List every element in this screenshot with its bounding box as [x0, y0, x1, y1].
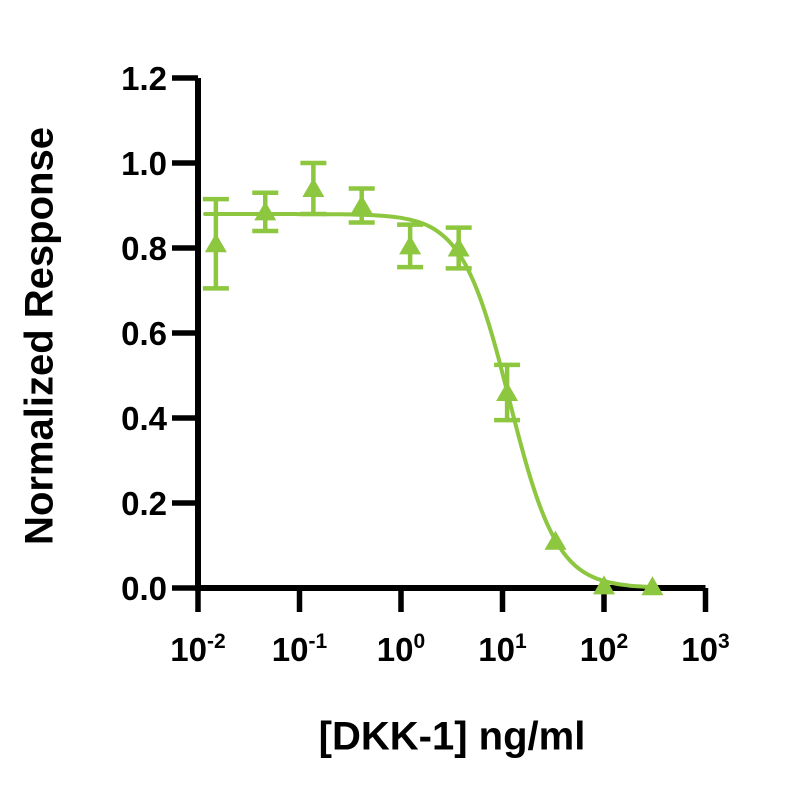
y-axis-title: Normalized Response [17, 127, 62, 545]
data-point-marker [544, 530, 567, 550]
x-tick-label: 101 [478, 630, 527, 668]
x-tick-label: 10-1 [272, 630, 328, 668]
y-tick-label: 1.2 [121, 60, 167, 97]
y-tick-label: 0.4 [121, 400, 168, 437]
y-tick-label: 0.6 [121, 315, 167, 352]
data-point-marker [254, 201, 277, 221]
y-tick-label: 0.2 [121, 485, 167, 522]
x-tick-label: 102 [580, 630, 628, 668]
y-tick-label: 0.0 [121, 570, 167, 607]
data-point-marker [593, 575, 615, 595]
x-axis-title: [DKK-1] ng/ml [318, 714, 586, 759]
y-tick-label: 1.0 [121, 145, 167, 182]
x-tick-label: 100 [377, 630, 425, 668]
x-tick-label: 103 [681, 630, 729, 668]
fit-curve [203, 212, 655, 590]
data-point-marker [496, 382, 519, 401]
data-point-marker [302, 178, 325, 197]
y-tick-label: 0.8 [121, 230, 167, 267]
data-point-marker [399, 235, 422, 255]
data-point-marker [641, 576, 664, 596]
data-point-marker [447, 237, 470, 257]
data-point-marker [350, 195, 373, 214]
data-point-marker [204, 233, 227, 253]
x-tick-label: 10-2 [170, 630, 225, 668]
